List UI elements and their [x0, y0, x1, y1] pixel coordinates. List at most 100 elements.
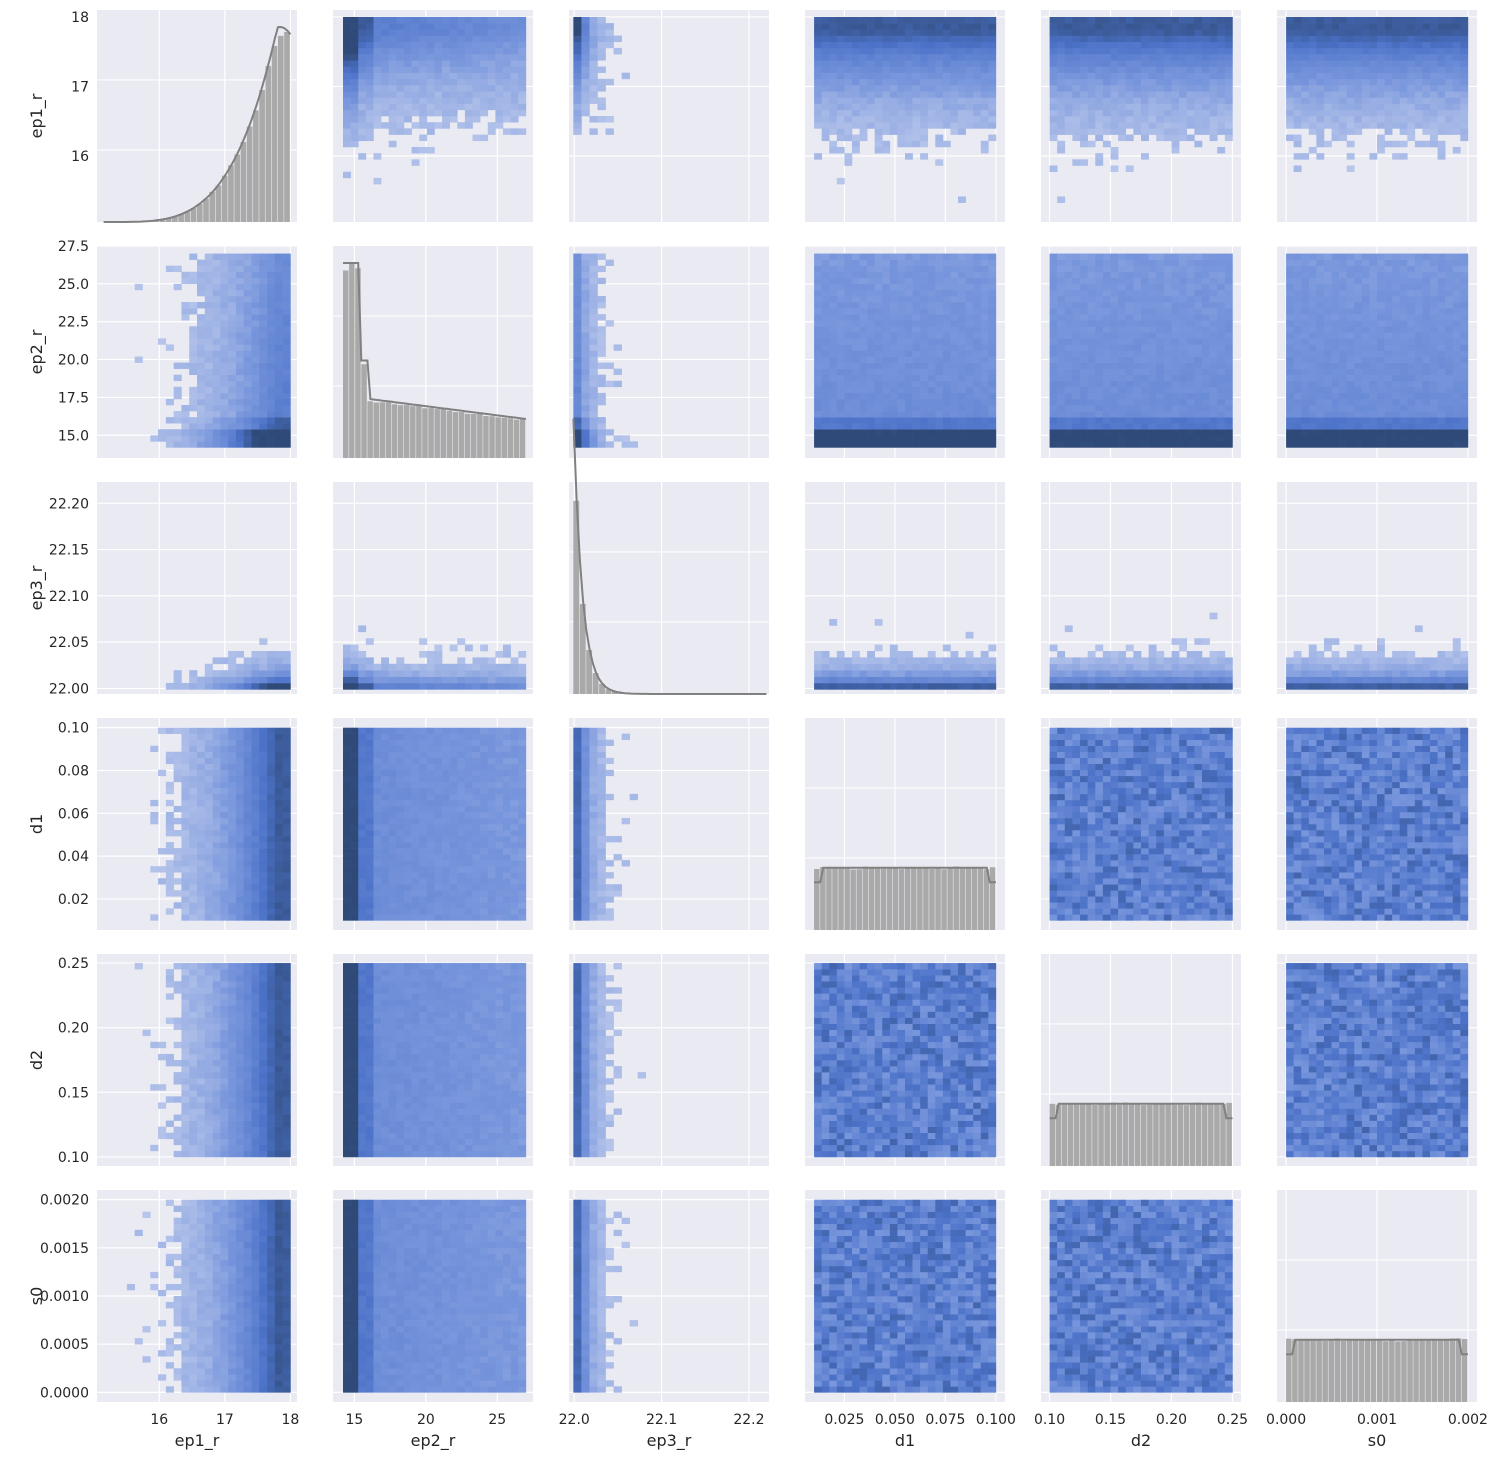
hist2d-cell [882, 374, 891, 382]
hist2d-cell [1179, 54, 1188, 61]
hist2d-cell [851, 259, 860, 266]
hist2d-cell [1407, 411, 1416, 418]
hist2d-cell [1339, 16, 1347, 24]
hist2d-cell [1316, 72, 1325, 80]
hist2d-cell [457, 122, 466, 129]
hist2d-cell [1224, 326, 1233, 333]
hist2d-cell [844, 41, 853, 49]
hist2d-cell [882, 362, 891, 369]
hist2d-cell [212, 429, 221, 436]
hist2d-cell [1141, 320, 1149, 327]
hist2d-cell [1377, 140, 1385, 148]
hist2d-cell [980, 417, 989, 424]
hist2d-cell [1445, 350, 1454, 357]
hist2d-cell [426, 122, 435, 129]
hist2d-cell [867, 41, 875, 49]
hist2d-cell [434, 41, 443, 49]
hist2d-cell [358, 122, 367, 129]
hist2d-cell [259, 283, 268, 291]
hist2d-cell [1369, 283, 1378, 291]
hist2d-cell [1179, 326, 1188, 333]
hist2d-cell [1179, 265, 1188, 273]
hist2d-cell [920, 423, 929, 430]
hist2d-cell [1392, 380, 1401, 388]
hist2d-cell [1179, 344, 1188, 351]
hist2d-cell [965, 344, 974, 351]
hist2d-cell [1087, 320, 1096, 327]
hist2d-cell [1201, 398, 1210, 406]
hist2d-cell [927, 302, 936, 309]
hist2d-cell [859, 265, 868, 273]
hist2d-cell [1125, 417, 1134, 424]
hist2d-cell [1452, 374, 1461, 382]
hist2d-cell [1179, 116, 1188, 123]
hist2d-cell [220, 398, 229, 406]
hist2d-cell [1118, 380, 1127, 388]
hist2d-cell [267, 326, 276, 333]
hist2d-cell [1346, 47, 1355, 55]
hist2d-cell [1057, 140, 1066, 148]
hist2d-cell [589, 417, 598, 424]
hist2d-cell [1156, 29, 1165, 36]
panel-ep2_r-vs-ep1_r [97, 245, 297, 458]
hist2d-cell [1194, 356, 1203, 363]
hist2d-cell [1399, 398, 1408, 406]
hist2d-cell [859, 109, 868, 117]
hist2d-cell [282, 271, 291, 279]
hist2d-cell [844, 435, 853, 442]
hist2d-cell [189, 441, 198, 448]
hist2d-cell [1156, 435, 1165, 442]
hist2d-cell [1209, 417, 1218, 424]
hist2d-cell [1308, 29, 1317, 36]
hist2d-cell [212, 344, 221, 351]
hist2d-cell [942, 411, 951, 418]
hist2d-cell [1080, 47, 1088, 55]
hist2d-cell [897, 35, 906, 43]
hist2d-cell [1133, 386, 1142, 394]
hist2d-cell [259, 356, 268, 363]
hist2d-cell [1377, 398, 1385, 406]
hist2d-cell [1179, 103, 1188, 111]
hist2d-cell [1133, 29, 1142, 36]
hist2d-cell [905, 78, 913, 86]
hist2d-cell [988, 97, 997, 104]
hist2d-cell [988, 320, 997, 327]
hist2d-cell [1110, 374, 1119, 382]
hist2d-cell [1460, 134, 1469, 142]
hist2d-cell [173, 417, 182, 424]
hist2d-cell [165, 398, 174, 406]
hist2d-cell [1095, 103, 1104, 111]
diag-hist-bar [184, 211, 191, 222]
hist2d-cell [1141, 314, 1149, 321]
hist2d-cell [1301, 66, 1310, 73]
hist2d-cell [980, 344, 989, 351]
hist2d-cell [1080, 344, 1088, 351]
hist2d-cell [388, 103, 397, 111]
hist2d-cell [1301, 356, 1310, 363]
hist2d-cell [958, 91, 966, 98]
hist2d-cell [1201, 326, 1210, 333]
hist2d-cell [220, 417, 229, 424]
hist2d-cell [905, 91, 913, 98]
hist2d-cell [1133, 97, 1142, 104]
hist2d-cell [920, 283, 929, 291]
hist2d-cell [1361, 368, 1370, 376]
hist2d-cell [510, 72, 519, 80]
hist2d-cell [1316, 332, 1325, 339]
hist2d-cell [814, 326, 822, 333]
hist2d-cell [1217, 350, 1226, 357]
hist2d-cell [197, 392, 206, 400]
hist2d-cell [1445, 109, 1454, 117]
hist2d-cell [1049, 380, 1058, 388]
hist2d-cell [1369, 277, 1378, 285]
hist2d-cell [1224, 435, 1233, 442]
hist2d-cell [980, 308, 989, 315]
hist2d-cell [897, 91, 906, 98]
hist2d-cell [950, 441, 959, 448]
hist2d-cell [1095, 429, 1104, 436]
hist2d-cell [597, 97, 606, 104]
hist2d-cell [204, 338, 213, 345]
hist2d-cell [1087, 97, 1096, 104]
hist2d-cell [1293, 344, 1302, 351]
hist2d-cell [1049, 411, 1058, 418]
